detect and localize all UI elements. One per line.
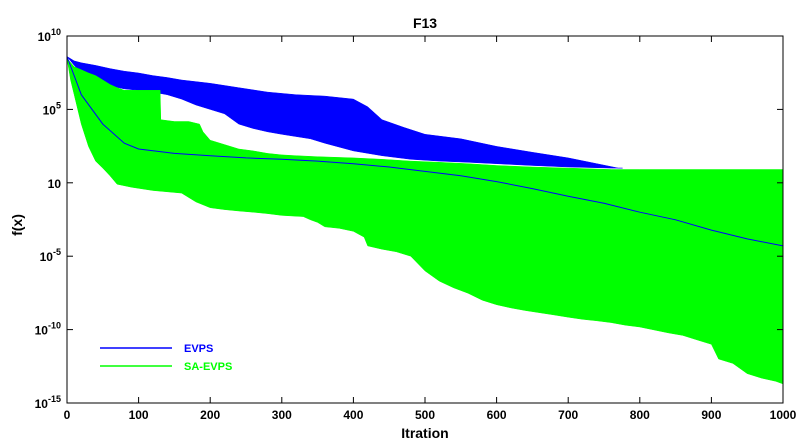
y-tick-label: 105 [43,100,61,117]
x-tick-label: 600 [487,408,507,422]
y-axis: 10-15 10-10 10-5 10 105 1010 [35,27,783,411]
x-tick-label: 400 [343,408,363,422]
x-tick-label: 0 [64,408,71,422]
x-tick-label: 300 [272,408,292,422]
x-tick-label: 700 [558,408,578,422]
series-median-lines [66,56,784,247]
series-band-evps [66,56,623,169]
series-areas [66,56,784,385]
legend-label-evps: EVPS [184,343,213,355]
y-tick-label: 10-15 [35,394,61,411]
y-axis-label: f(x) [9,214,25,236]
x-axis-label: Itration [401,425,448,441]
y-tick-label: 10-5 [40,247,61,264]
series-line-evps [66,56,784,247]
y-tick-label: 10 [48,177,62,191]
x-tick-label: 200 [200,408,220,422]
series-band-sa-evps [66,57,784,385]
x-tick-label: 100 [129,408,149,422]
x-tick-label: 800 [630,408,650,422]
chart-title: F13 [413,15,437,31]
y-tick-label: 1010 [38,27,61,44]
x-tick-label: 900 [701,408,721,422]
legend: EVPS SA-EVPS [100,343,232,373]
x-tick-label: 1000 [770,408,797,422]
y-tick-label: 10-10 [35,321,61,338]
x-tick-label: 500 [415,408,435,422]
legend-label-sa-evps: SA-EVPS [184,361,232,373]
x-axis: 0 100 200 300 400 500 600 700 800 900 1000 [64,36,797,422]
